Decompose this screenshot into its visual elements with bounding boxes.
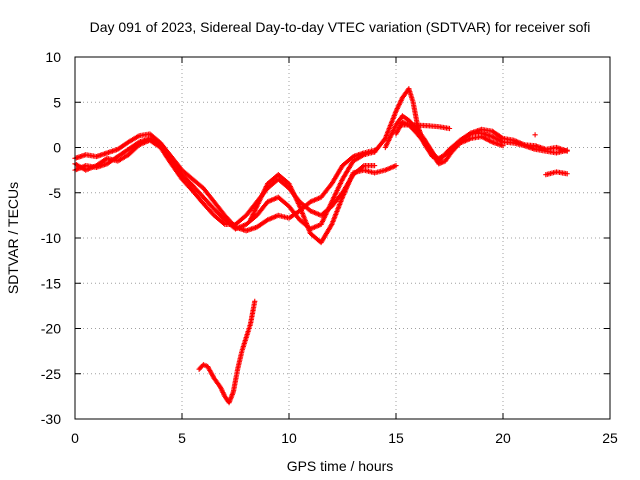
series-arc-i (543, 169, 570, 178)
data-point (564, 171, 570, 177)
data-point (446, 125, 453, 132)
data-points (72, 86, 570, 406)
data-point (372, 163, 378, 169)
y-tick-label: 0 (53, 140, 61, 156)
x-axis-label: GPS time / hours (287, 458, 394, 474)
data-point (393, 163, 399, 169)
y-tick-label: -20 (41, 321, 61, 337)
grid-lines (75, 57, 610, 419)
y-tick-label: -25 (41, 366, 61, 382)
chart-title: Day 091 of 2023, Sidereal Day-to-day VTE… (90, 19, 591, 35)
y-tick-label: 5 (53, 94, 61, 110)
series-arc-j (532, 132, 538, 138)
data-point (500, 143, 506, 149)
x-tick-label: 10 (281, 430, 297, 446)
y-tick-label: -30 (41, 411, 61, 427)
axis-ticks: 0 5 10 15 20 25 10 5 0 -5 -10 -15 -20 -25 -30 (41, 49, 618, 446)
series-arc-h (397, 122, 453, 132)
y-axis-label: SDTVAR / TECUs (5, 182, 21, 294)
series-arc-k (196, 298, 258, 406)
x-tick-label: 5 (178, 430, 186, 446)
series-arc-d (247, 163, 399, 246)
x-tick-label: 15 (388, 430, 404, 446)
y-tick-label: -5 (49, 185, 62, 201)
data-point (564, 147, 570, 153)
x-tick-label: 20 (495, 430, 511, 446)
y-tick-label: -10 (41, 230, 61, 246)
data-point (252, 298, 258, 304)
y-tick-label: -15 (41, 275, 61, 291)
x-tick-label: 0 (71, 430, 79, 446)
x-tick-label: 25 (602, 430, 618, 446)
y-tick-label: 10 (45, 49, 61, 65)
data-point (532, 132, 538, 138)
